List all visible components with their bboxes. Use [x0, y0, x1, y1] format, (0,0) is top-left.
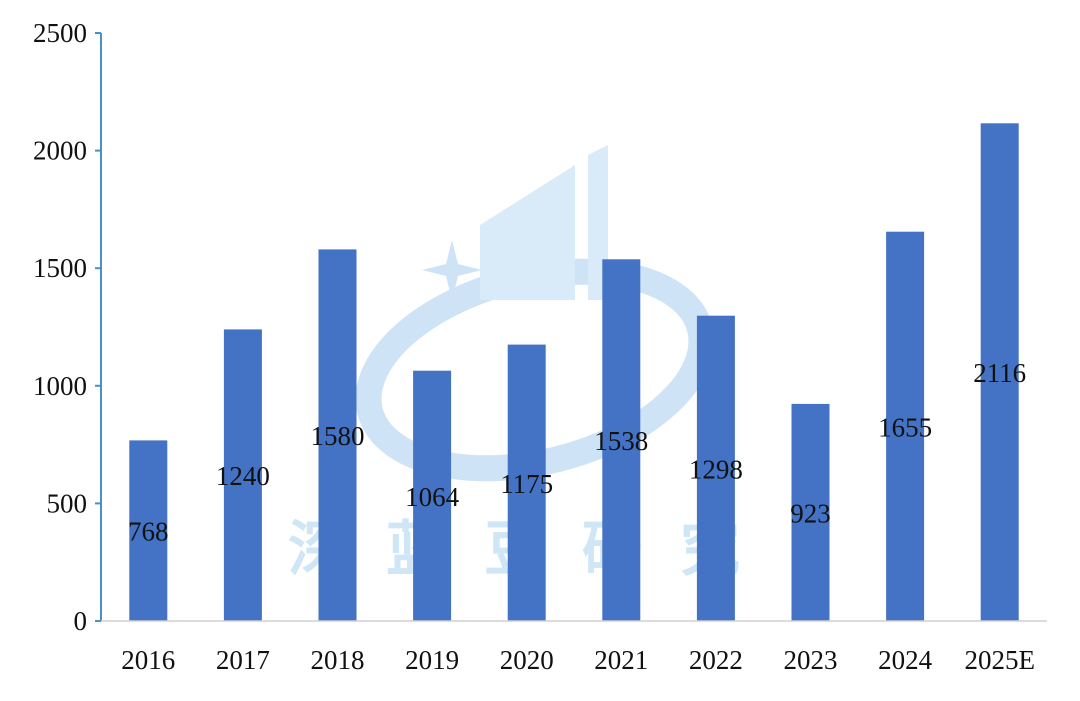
y-tick-label-2500: 2500 [33, 18, 87, 48]
y-tick-label-500: 500 [47, 488, 88, 518]
data-label-2024: 1655 [878, 412, 932, 442]
labels-layer: 768 1240 1580 1064 1175 1538 1298 923 1655 2116 [128, 358, 1026, 547]
x-tick-label-2025E: 2025E [964, 645, 1035, 675]
x-tick-label-2019: 2019 [405, 645, 459, 675]
data-label-2023: 923 [790, 499, 831, 529]
x-tick-label-2017: 2017 [216, 645, 270, 675]
data-label-2016: 768 [128, 517, 169, 547]
data-label-2017: 1240 [216, 461, 270, 491]
data-label-2018: 1580 [311, 421, 365, 451]
x-tick-label-2016: 2016 [121, 645, 175, 675]
bar-2016 [129, 440, 168, 621]
data-label-2022: 1298 [689, 454, 743, 484]
bar-2023 [791, 403, 830, 621]
x-tick-label-2020: 2020 [500, 645, 554, 675]
data-label-2019: 1064 [405, 482, 460, 512]
bar-2022 [696, 315, 735, 621]
x-tick-label-2023: 2023 [784, 645, 838, 675]
y-tick-label-2000: 2000 [33, 136, 87, 166]
bar-2020 [507, 344, 546, 621]
data-label-2020: 1175 [500, 469, 553, 499]
bar-2025E [980, 123, 1019, 622]
data-label-2021: 1538 [594, 426, 648, 456]
y-tick-label-1000: 1000 [33, 371, 87, 401]
x-tick-label-2018: 2018 [311, 645, 365, 675]
x-tick-label-2024: 2024 [878, 645, 933, 675]
bars-layer [129, 123, 1019, 622]
bar-2019 [413, 370, 452, 621]
data-label-2025E: 2116 [973, 358, 1026, 388]
bar-2018 [318, 249, 357, 621]
bar-2024 [886, 231, 925, 621]
bar-2017 [223, 329, 262, 621]
y-tick-label-1500: 1500 [33, 253, 87, 283]
bar-2021 [602, 259, 641, 621]
y-tick-label-0: 0 [74, 606, 88, 636]
x-tick-label-2022: 2022 [689, 645, 743, 675]
axes-layer: 0 500 1000 1500 2000 2500 2016 2017 2018 2019 2020… [33, 18, 1047, 675]
x-tick-label-2021: 2021 [594, 645, 648, 675]
